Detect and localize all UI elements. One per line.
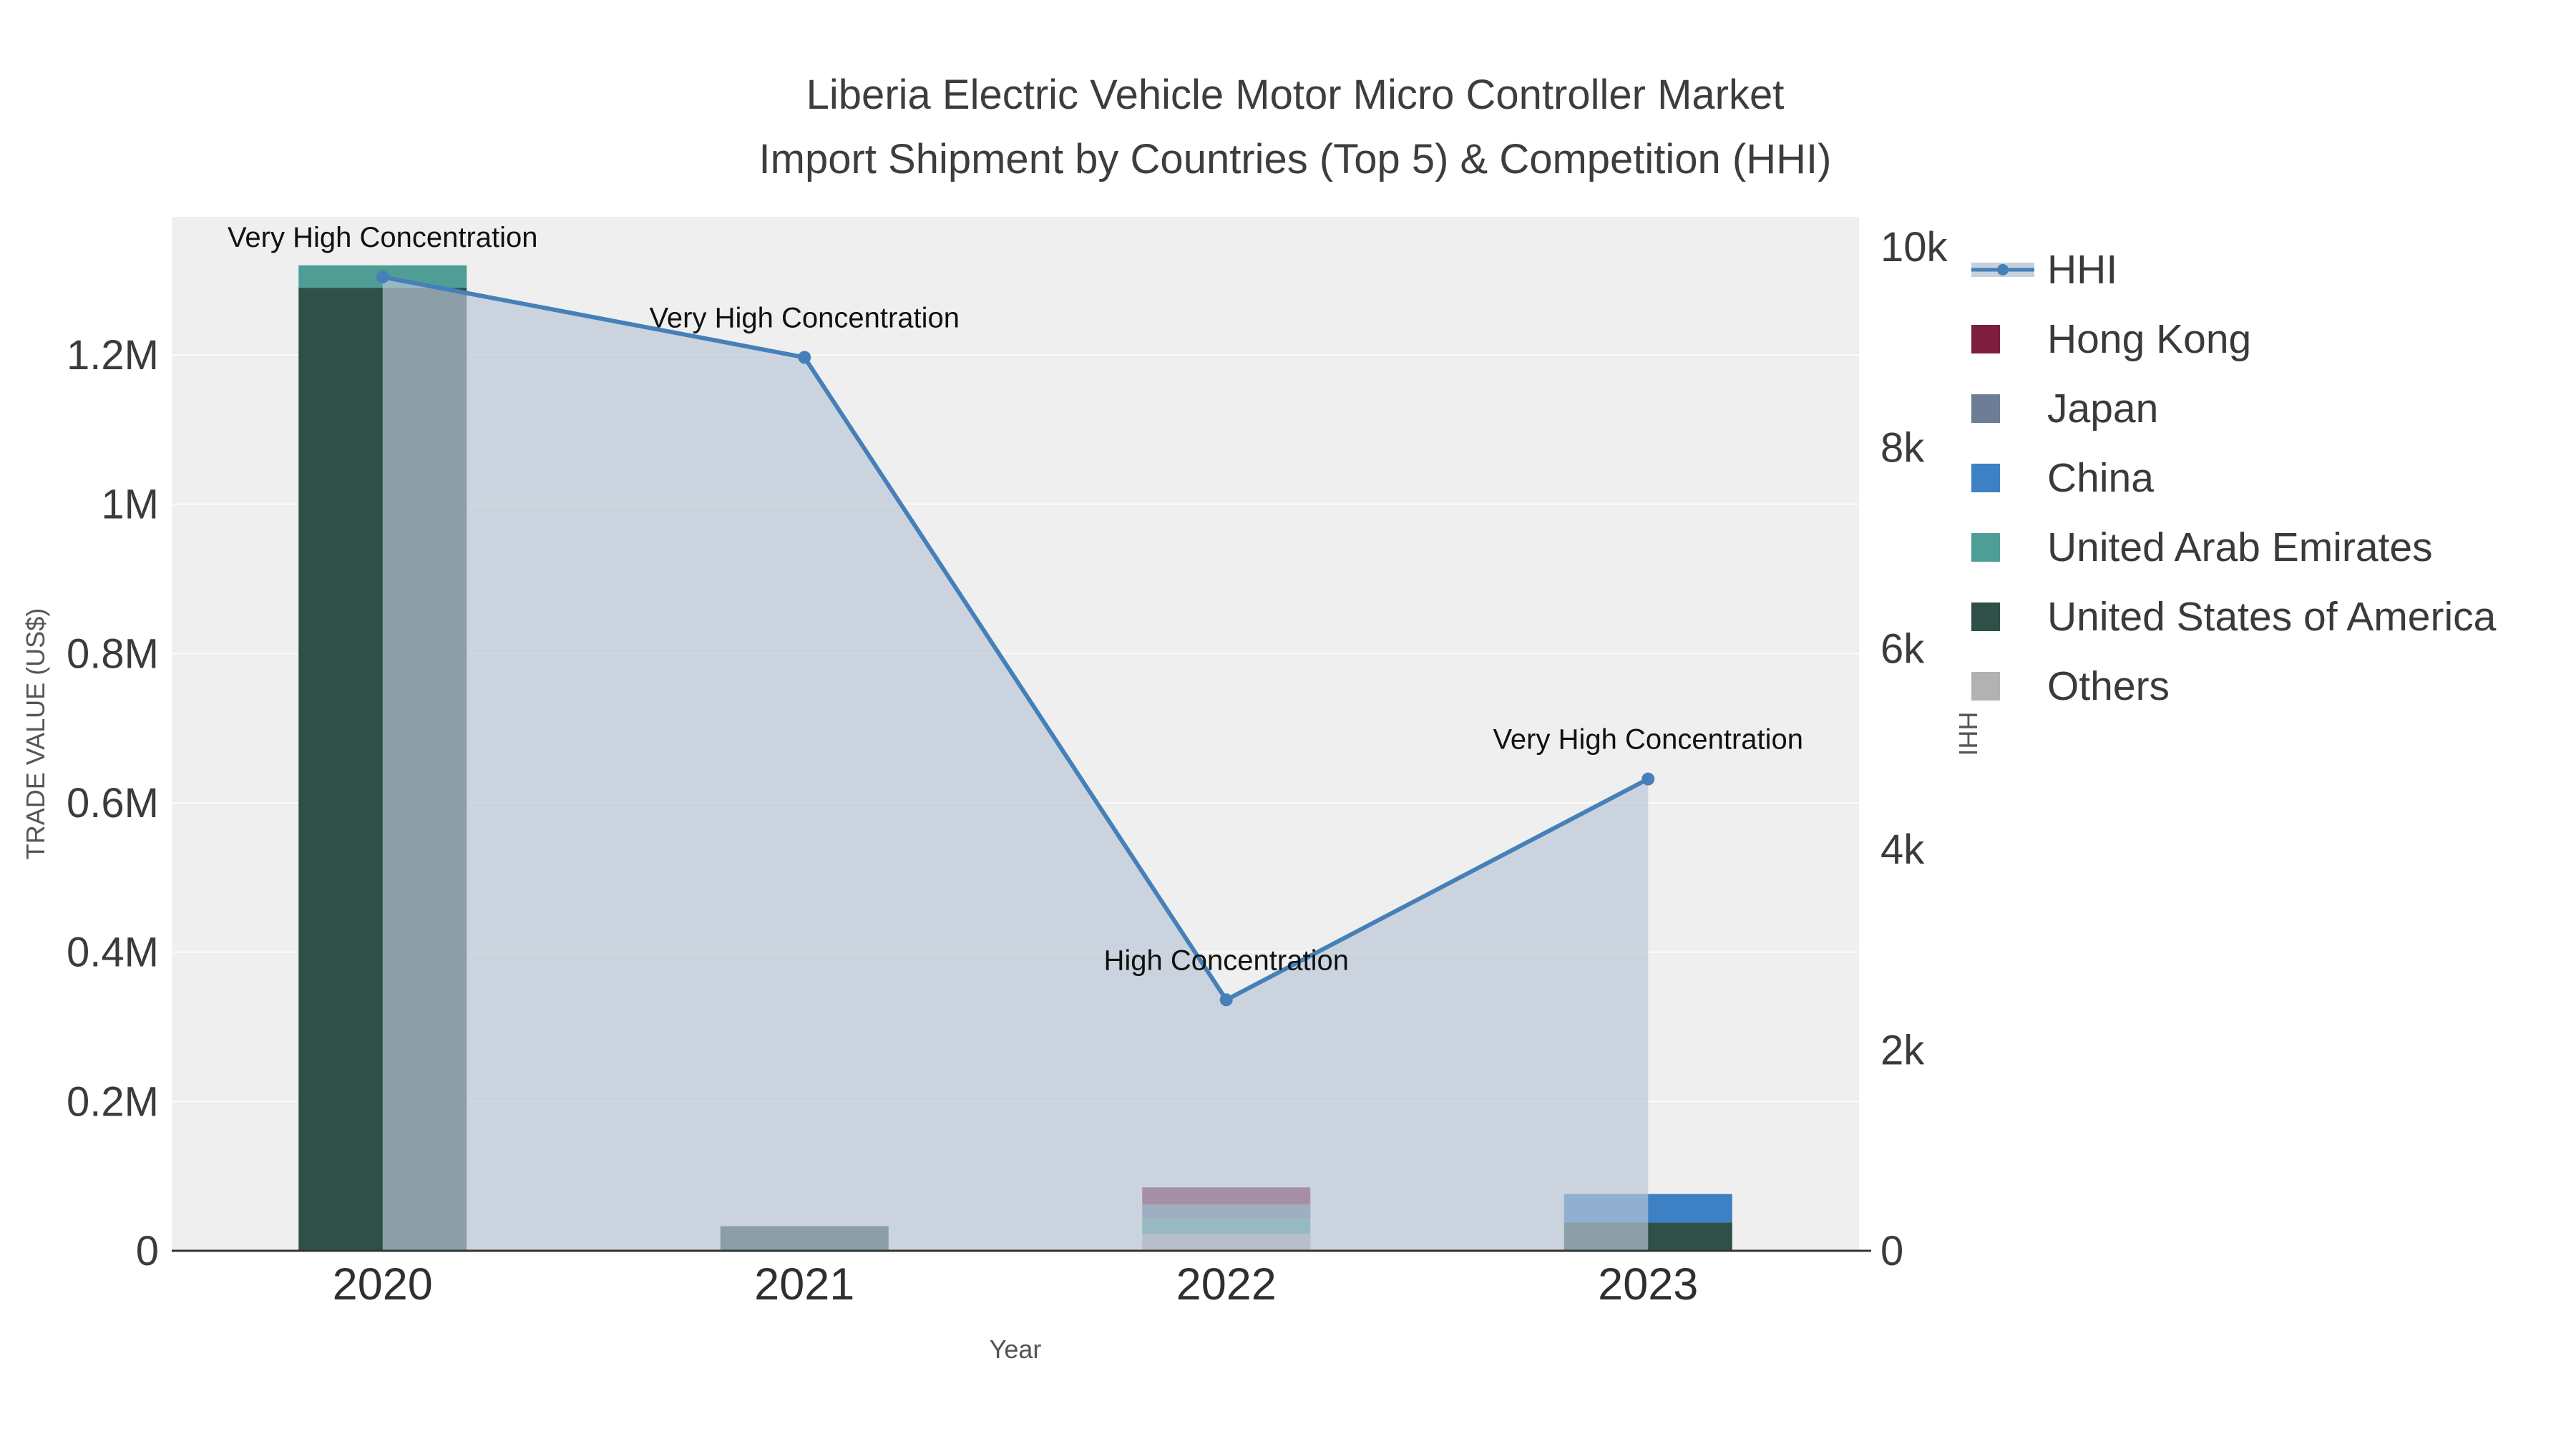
x-tick-2020: 2020 xyxy=(333,1259,433,1309)
legend-label-japan: Japan xyxy=(2047,385,2159,431)
chart-title: Liberia Electric Vehicle Motor Micro Con… xyxy=(0,63,2576,192)
y-right-tick-8k: 8k xyxy=(1880,425,1925,472)
legend-swatch-china xyxy=(1971,463,2037,492)
y-left-tick-0.8M: 0.8M xyxy=(67,630,159,677)
hhi-point-2021[interactable] xyxy=(798,351,811,364)
annotation-2020: Very High Concentration xyxy=(228,222,538,253)
hhi-legend-glyph xyxy=(1971,262,2034,277)
annotation-2023: Very High Concentration xyxy=(1493,724,1803,756)
y-left-tick-1.2M: 1.2M xyxy=(67,332,159,379)
legend-item-hhi[interactable]: HHI xyxy=(1971,235,2496,304)
y-right-tick-2k: 2k xyxy=(1880,1027,1925,1073)
legend-swatch-united-states-of-america xyxy=(1971,602,2037,631)
hhi-line xyxy=(382,275,1649,1002)
legend-color-others xyxy=(1971,671,2000,701)
legend-item-japan[interactable]: Japan xyxy=(1971,374,2496,443)
legend-swatch-hong-kong xyxy=(1971,324,2037,353)
legend-color-hong-kong xyxy=(1971,324,2000,353)
y-left-tick-0.4M: 0.4M xyxy=(67,930,159,976)
legend-swatch-hhi xyxy=(1971,254,2037,286)
legend-label-united-states-of-america: United States of America xyxy=(2047,593,2497,640)
y-left-tick-0: 0 xyxy=(136,1228,159,1274)
legend-swatch-japan xyxy=(1971,394,2037,423)
annotation-2021: Very High Concentration xyxy=(649,302,960,333)
legend-swatch-united-arab-emirates xyxy=(1971,532,2037,562)
chart-title-line1: Liberia Electric Vehicle Motor Micro Con… xyxy=(806,72,1785,118)
y-left-tick-0.2M: 0.2M xyxy=(67,1078,159,1125)
x-tick-2023: 2023 xyxy=(1598,1259,1698,1309)
y-left-tick-1M: 1M xyxy=(101,482,159,528)
y-right-tick-4k: 4k xyxy=(1880,826,1925,873)
legend-item-united-states-of-america[interactable]: United States of America xyxy=(1971,582,2496,651)
legend-color-china xyxy=(1971,463,2000,492)
y-left-axis-title: TRADE VALUE (US$) xyxy=(21,608,50,859)
hhi-area xyxy=(382,277,1649,1251)
legend: HHI Hong Kong Japan China United Arab Emirat… xyxy=(1971,235,2496,721)
legend-item-china[interactable]: China xyxy=(1971,443,2496,512)
y-left-tick-0.6M: 0.6M xyxy=(67,780,159,826)
legend-swatch-others xyxy=(1971,671,2037,701)
legend-label-united-arab-emirates: United Arab Emirates xyxy=(2047,524,2433,570)
y-right-tick-0: 0 xyxy=(1880,1228,1903,1274)
legend-color-united-states-of-america xyxy=(1971,602,2000,631)
chart-title-line2: Import Shipment by Countries (Top 5) & C… xyxy=(758,135,1832,182)
annotation-2022: High Concentration xyxy=(1104,945,1349,976)
y-right-axis-title: HHI xyxy=(1953,712,1983,756)
y-right-tick-6k: 6k xyxy=(1880,625,1925,672)
legend-item-hong-kong[interactable]: Hong Kong xyxy=(1971,304,2496,374)
legend-item-others[interactable]: Others xyxy=(1971,651,2496,721)
y-right-tick-10k: 10k xyxy=(1880,224,1948,270)
hhi-point-2023[interactable] xyxy=(1641,772,1655,786)
legend-item-united-arab-emirates[interactable]: United Arab Emirates xyxy=(1971,512,2496,582)
x-axis-title: Year xyxy=(990,1335,1042,1364)
legend-label-hong-kong: Hong Kong xyxy=(2047,316,2252,362)
hhi-point-2020[interactable] xyxy=(376,270,389,284)
legend-color-japan xyxy=(1971,394,2000,423)
hhi-point-2022[interactable] xyxy=(1219,993,1233,1007)
legend-label-hhi: HHI xyxy=(2047,246,2118,293)
legend-label-china: China xyxy=(2047,454,2154,501)
legend-color-united-arab-emirates xyxy=(1971,532,2000,562)
x-tick-2021: 2021 xyxy=(754,1259,854,1309)
x-tick-2022: 2022 xyxy=(1176,1259,1277,1309)
legend-label-others: Others xyxy=(2047,663,2170,709)
